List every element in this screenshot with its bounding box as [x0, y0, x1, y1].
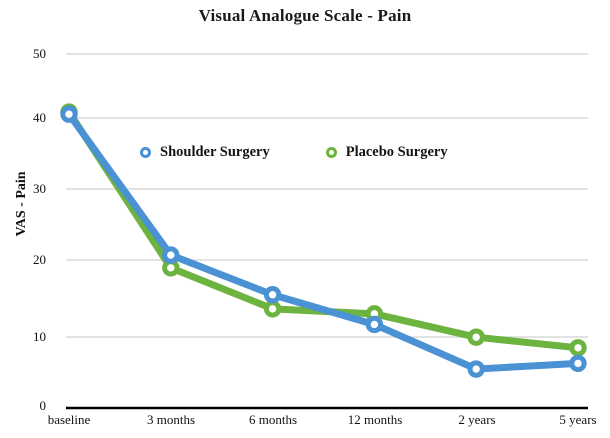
data-point-marker: [263, 286, 282, 304]
data-point-marker: [569, 339, 587, 357]
x-tick-label: 2 years: [458, 412, 496, 427]
chart-legend: Shoulder Surgery Placebo Surgery: [140, 144, 448, 161]
data-point-marker: [467, 360, 485, 378]
x-tick-label: 5 years: [559, 412, 597, 427]
data-point-marker: [162, 246, 180, 264]
legend-label: Placebo Surgery: [345, 144, 448, 160]
data-point-marker: [60, 105, 78, 123]
series-markers-shoulder: [60, 105, 587, 378]
data-point-marker: [569, 354, 587, 373]
data-point-marker: [467, 328, 485, 346]
y-tick-label: 40: [33, 110, 46, 125]
y-tick-label: 0: [39, 398, 47, 413]
y-tick-label: 10: [33, 329, 46, 344]
chart-title: Visual Analogue Scale - Pain: [198, 6, 412, 25]
x-tick-label: 3 months: [146, 412, 196, 427]
gridlines: [66, 53, 588, 338]
series-shoulder-surgery: [60, 105, 587, 378]
legend-entry-shoulder-surgery: Shoulder Surgery: [140, 144, 270, 161]
legend-marker-circle-icon: [140, 147, 151, 158]
x-tick-label: 12 months: [347, 412, 403, 427]
data-point-marker: [263, 300, 282, 318]
legend-marker-circle-icon: [325, 147, 337, 158]
legend-label: Shoulder Surgery: [160, 144, 270, 160]
y-tick-label: 20: [33, 252, 46, 267]
y-tick-label: 30: [33, 181, 46, 196]
series-line-shoulder: [65, 110, 582, 373]
data-point-marker: [365, 315, 384, 334]
legend-entry-placebo-surgery: Placebo Surgery: [325, 144, 448, 161]
x-tick-label: baseline: [47, 412, 91, 427]
y-tick-label: 50: [33, 46, 46, 61]
x-tick-label: 6 months: [248, 412, 298, 427]
